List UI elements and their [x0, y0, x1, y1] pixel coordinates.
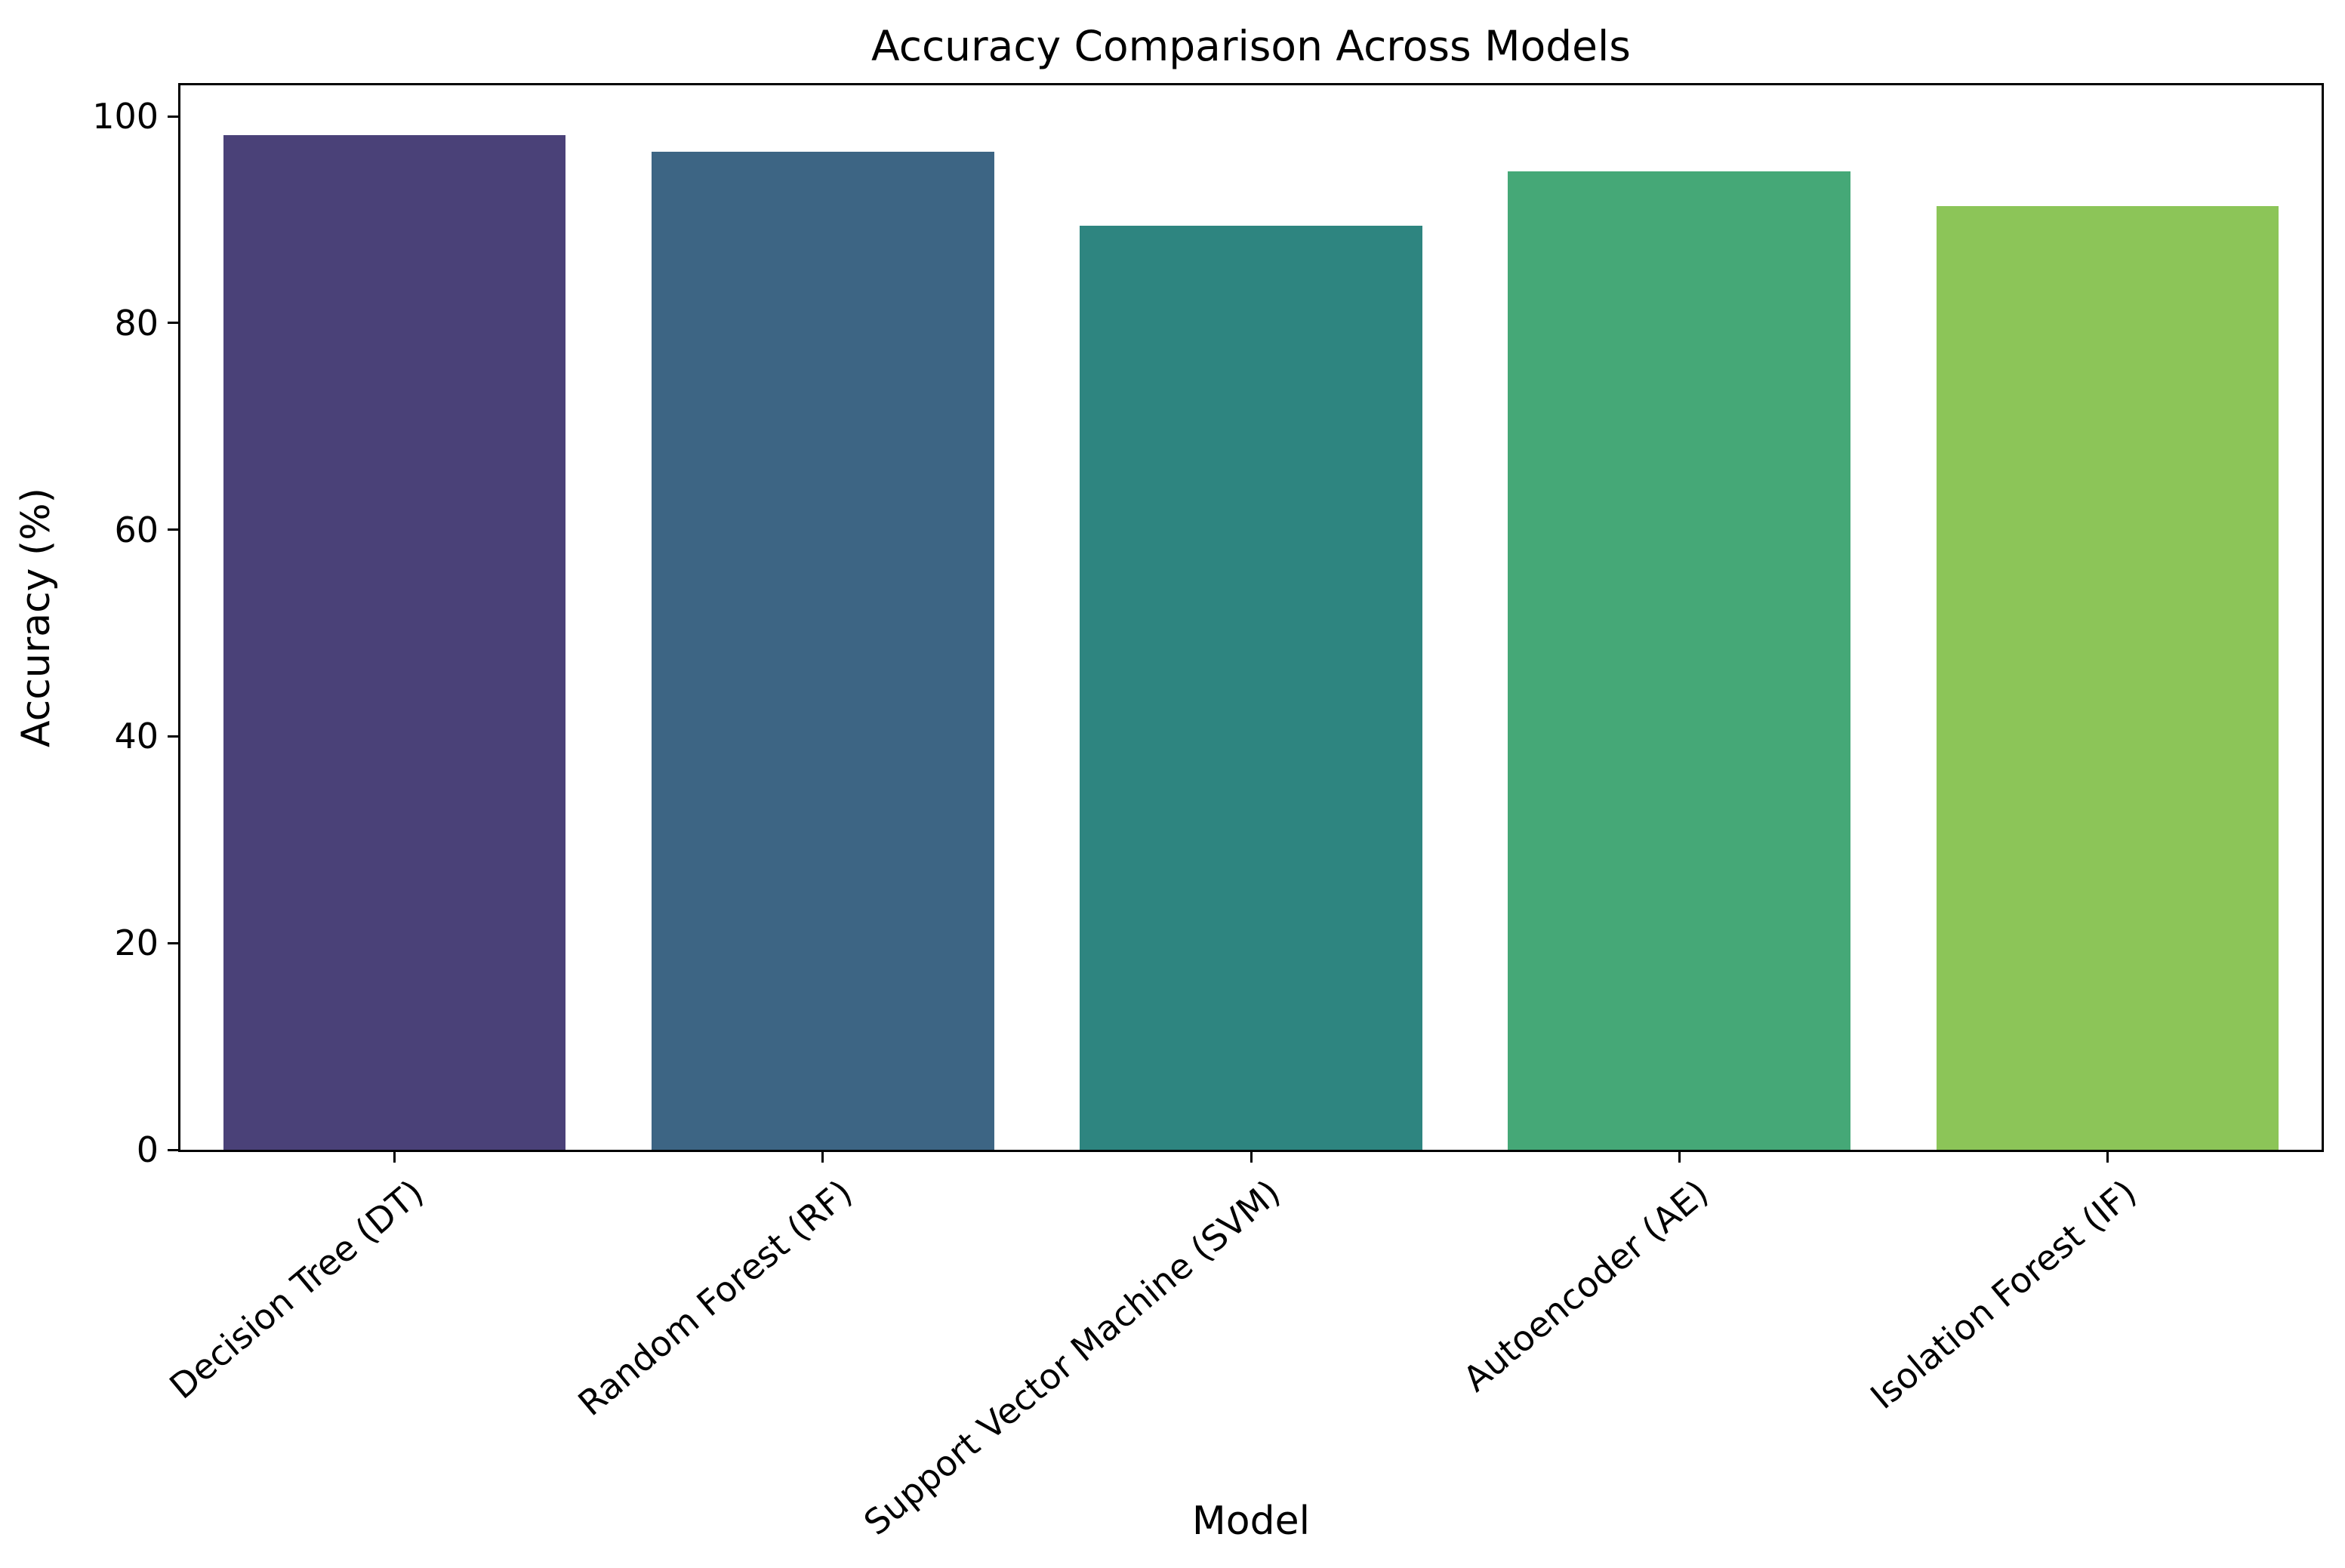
x-tick-label-isolation-forest-if: Isolation Forest (IF): [1863, 1172, 2145, 1417]
bar-decision-tree-dt: [223, 134, 566, 1150]
y-tick-label: 100: [92, 96, 159, 137]
y-tick-label: 0: [136, 1129, 159, 1170]
x-tick-mark: [2106, 1152, 2109, 1163]
bar-autoencoder-ae: [1508, 171, 1851, 1150]
chart-title: Accuracy Comparison Across Models: [871, 22, 1631, 70]
y-tick-mark: [168, 941, 178, 944]
x-tick-label-support-vector-machine-svm: Support Vector Machine (SVM): [855, 1172, 1288, 1544]
y-tick-label: 40: [114, 716, 159, 757]
bar-support-vector-machine-svm: [1080, 226, 1422, 1150]
y-tick-label: 80: [114, 302, 159, 343]
x-axis-label: Model: [1191, 1499, 1311, 1544]
x-tick-mark: [1250, 1152, 1253, 1163]
y-tick-label: 20: [114, 923, 159, 964]
plot-area: [178, 83, 2324, 1152]
bar-isolation-forest-if: [1936, 206, 2279, 1150]
x-tick-mark: [393, 1152, 396, 1163]
y-tick-mark: [168, 1148, 178, 1151]
y-tick-mark: [168, 322, 178, 325]
y-tick-label: 60: [114, 509, 159, 550]
bar-random-forest-rf: [651, 151, 994, 1150]
x-tick-label-random-forest-rf: Random Forest (RF): [570, 1172, 860, 1424]
y-tick-mark: [168, 115, 178, 118]
x-tick-mark: [1678, 1152, 1681, 1163]
x-tick-mark: [821, 1152, 824, 1163]
y-tick-mark: [168, 735, 178, 738]
x-tick-label-autoencoder-ae: Autoencoder (AE): [1455, 1172, 1716, 1400]
x-tick-label-decision-tree-dt: Decision Tree (DT): [162, 1172, 432, 1407]
y-tick-mark: [168, 528, 178, 531]
